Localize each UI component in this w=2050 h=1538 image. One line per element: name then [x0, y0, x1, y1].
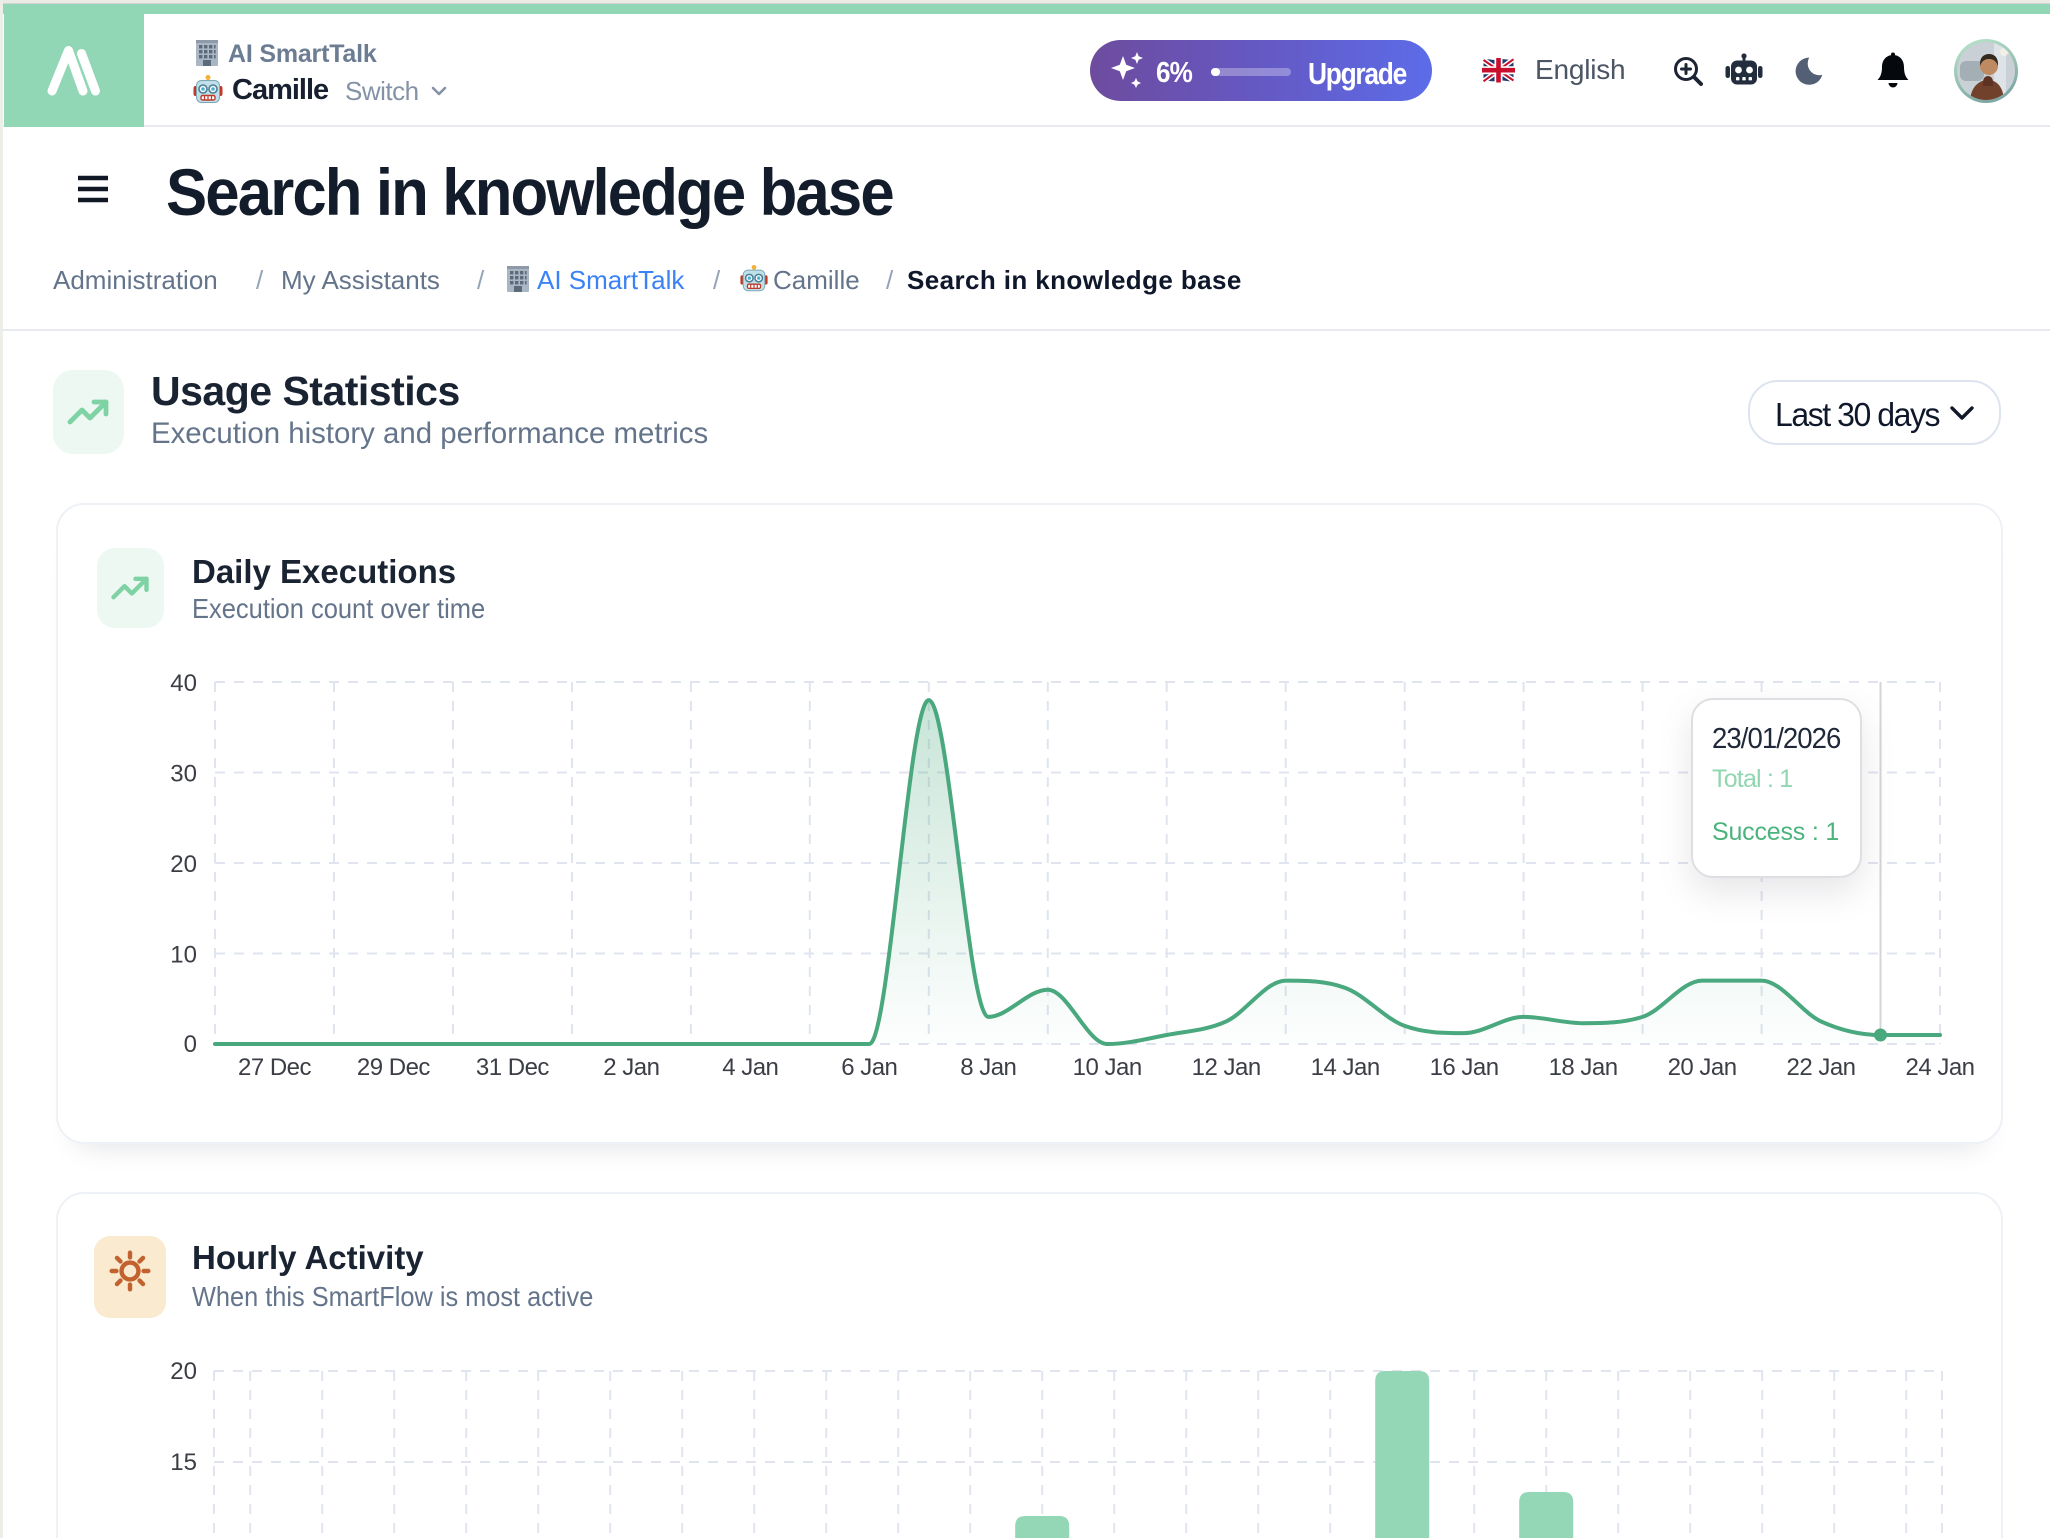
- svg-text:20 Jan: 20 Jan: [1668, 1054, 1737, 1081]
- svg-text:24 Jan: 24 Jan: [1905, 1054, 1974, 1081]
- svg-text:10 Jan: 10 Jan: [1073, 1054, 1142, 1081]
- svg-text:4 Jan: 4 Jan: [722, 1054, 778, 1081]
- svg-text:16 Jan: 16 Jan: [1430, 1054, 1499, 1081]
- svg-text:12 Jan: 12 Jan: [1192, 1054, 1261, 1081]
- svg-text:2 Jan: 2 Jan: [603, 1054, 659, 1081]
- svg-text:10: 10: [170, 942, 197, 969]
- svg-text:29 Dec: 29 Dec: [357, 1054, 431, 1081]
- svg-text:14 Jan: 14 Jan: [1311, 1054, 1380, 1081]
- svg-text:40: 40: [170, 670, 197, 697]
- svg-text:20: 20: [170, 1358, 197, 1385]
- svg-text:30: 30: [170, 761, 197, 788]
- svg-text:6 Jan: 6 Jan: [841, 1054, 897, 1081]
- svg-text:27 Dec: 27 Dec: [238, 1054, 312, 1081]
- svg-text:18 Jan: 18 Jan: [1549, 1054, 1618, 1081]
- svg-text:22 Jan: 22 Jan: [1786, 1054, 1855, 1081]
- svg-text:8 Jan: 8 Jan: [960, 1054, 1016, 1081]
- svg-text:0: 0: [184, 1031, 197, 1058]
- svg-text:15: 15: [170, 1449, 197, 1476]
- svg-text:20: 20: [170, 851, 197, 878]
- svg-text:31 Dec: 31 Dec: [476, 1054, 550, 1081]
